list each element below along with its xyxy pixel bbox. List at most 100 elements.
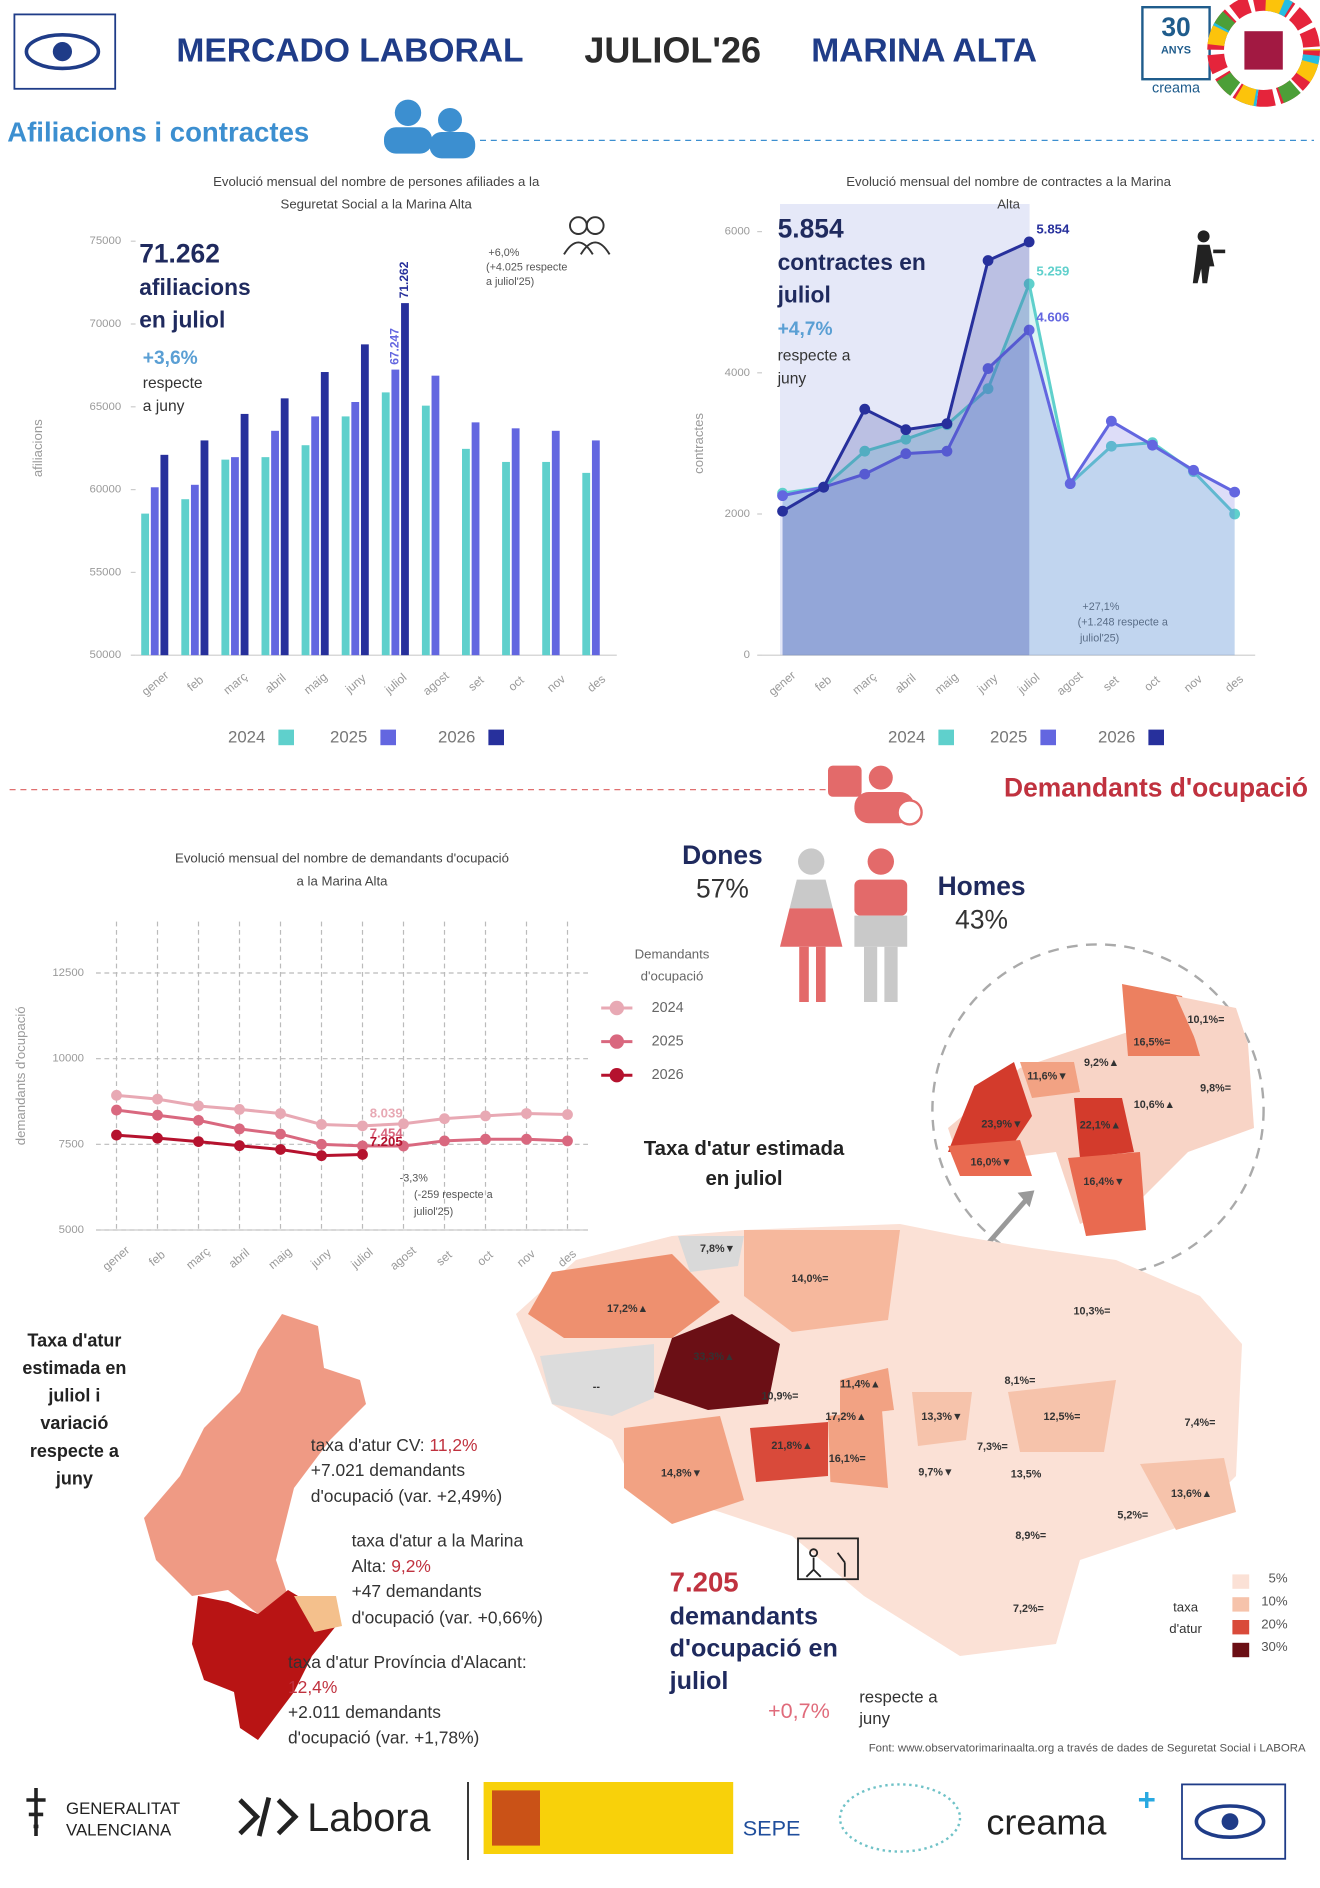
woman-leg [816, 946, 826, 1003]
x-tick-label: juliol [1014, 670, 1042, 697]
area [782, 330, 1235, 656]
x-tick-label: maig [932, 670, 961, 697]
region-marina: Alta: 9,2% [352, 1556, 431, 1576]
point [439, 1135, 450, 1147]
map-label: 13,5% [1011, 1469, 1042, 1481]
bar [301, 445, 310, 656]
woman-head [798, 848, 825, 875]
point [859, 468, 871, 480]
point [1064, 478, 1076, 490]
point [562, 1109, 573, 1120]
legend-swatch [1232, 1597, 1250, 1612]
line [782, 278, 1236, 516]
summary-line: juliol [669, 1667, 729, 1695]
annotation: juliol'25) [1079, 632, 1119, 644]
y-tick-label: 5000 [59, 1224, 84, 1236]
point [1023, 324, 1035, 336]
label: Alta: [352, 1556, 392, 1576]
people-icon [384, 99, 476, 159]
point [193, 1136, 204, 1147]
value-label: 7.205 [370, 1134, 403, 1149]
map-label: 7,4%= [1185, 1417, 1216, 1429]
point [982, 363, 994, 374]
legend-label: 2024 [652, 1000, 684, 1016]
map-label: 7,8%▼ [700, 1243, 735, 1255]
creama-plus: + [1138, 1783, 1156, 1818]
x-tick-label: agost [420, 668, 452, 698]
legend-title: d'atur [1169, 1621, 1202, 1636]
value-label: 67.247 [388, 328, 402, 365]
point [152, 1132, 163, 1144]
bar [582, 472, 591, 656]
point [859, 445, 871, 457]
sepe: SEPE [743, 1816, 801, 1841]
men-value: 43% [955, 905, 1008, 935]
bar [591, 440, 600, 656]
region-marina: d'ocupació (var. +0,66%) [352, 1607, 543, 1627]
man-body [854, 879, 908, 916]
annotation: +27,1% [1082, 601, 1119, 613]
annotation: a juliol'25) [486, 276, 534, 288]
summary-change-text: respecte a [859, 1687, 938, 1706]
y-tick-label: 55000 [90, 566, 122, 578]
point [982, 255, 994, 266]
point [275, 1108, 286, 1119]
chart: Evolució mensual del nombre de persones … [30, 174, 617, 746]
map-label: 13,3%▼ [921, 1411, 962, 1423]
map-title: Taxa d'atur estimada [644, 1138, 845, 1160]
legend-label: 2025 [990, 727, 1027, 746]
point [1023, 278, 1035, 290]
bar [160, 454, 169, 656]
bar [311, 416, 320, 656]
map-label: 9,2%▲ [1084, 1057, 1119, 1069]
y-tick-label: 4000 [725, 367, 750, 379]
point [562, 1135, 573, 1147]
y-tick-label: 65000 [90, 401, 122, 413]
bar [462, 448, 470, 656]
point [234, 1123, 245, 1135]
summary-change-text: juny [858, 1709, 890, 1728]
map-label: 8,9%= [1015, 1530, 1046, 1542]
annotation: +3,6% [143, 348, 198, 369]
gender: Dones 57% Homes 43% [682, 840, 1026, 1003]
point [316, 1119, 327, 1130]
bar [542, 461, 551, 656]
map-label: 9,8%= [1200, 1082, 1231, 1094]
point [111, 1089, 122, 1101]
summary-value: 7.205 [670, 1566, 739, 1597]
logo-frame [13, 13, 117, 90]
y-tick-label: 0 [744, 649, 750, 661]
point [1105, 440, 1117, 452]
bar [181, 499, 190, 656]
labora: Labora [307, 1796, 431, 1840]
map-title: en juliol [705, 1168, 782, 1190]
point [480, 1110, 491, 1122]
map-label: -- [593, 1381, 601, 1393]
map-label: 21,8%▲ [771, 1440, 812, 1452]
eye-logo [1194, 1804, 1266, 1840]
x-tick-label: oct [1141, 672, 1163, 693]
map-label: 10,3%= [1074, 1305, 1111, 1317]
title-right: MARINA ALTA [811, 33, 1037, 70]
bar [261, 457, 270, 656]
point [1188, 464, 1199, 476]
x-tick-label: des [584, 672, 608, 695]
woman-leg [799, 946, 809, 1003]
observatori-logo [838, 1783, 962, 1853]
point [152, 1093, 163, 1105]
chart-title: a la Marina Alta [297, 873, 389, 888]
x-tick-label: feb [146, 1247, 168, 1269]
region-cv: taxa d'atur CV: 11,2% [311, 1435, 478, 1455]
area [782, 283, 1235, 656]
badge-brand: creama [1152, 81, 1200, 97]
legend-title: taxa [1173, 1599, 1199, 1614]
x-tick-label: abril [226, 1246, 252, 1271]
x-tick-label: agost [387, 1243, 419, 1273]
point [275, 1128, 286, 1140]
eye-pupil [1221, 1813, 1239, 1831]
map-label: 14,0%= [792, 1273, 829, 1285]
region-text: Taxa d'atur estimada en juliol i variaci… [22, 1330, 543, 1747]
summary-line: d'ocupació en [670, 1635, 838, 1663]
y-tick-label: 7500 [59, 1138, 84, 1150]
badge-number: 30 [1161, 12, 1190, 42]
